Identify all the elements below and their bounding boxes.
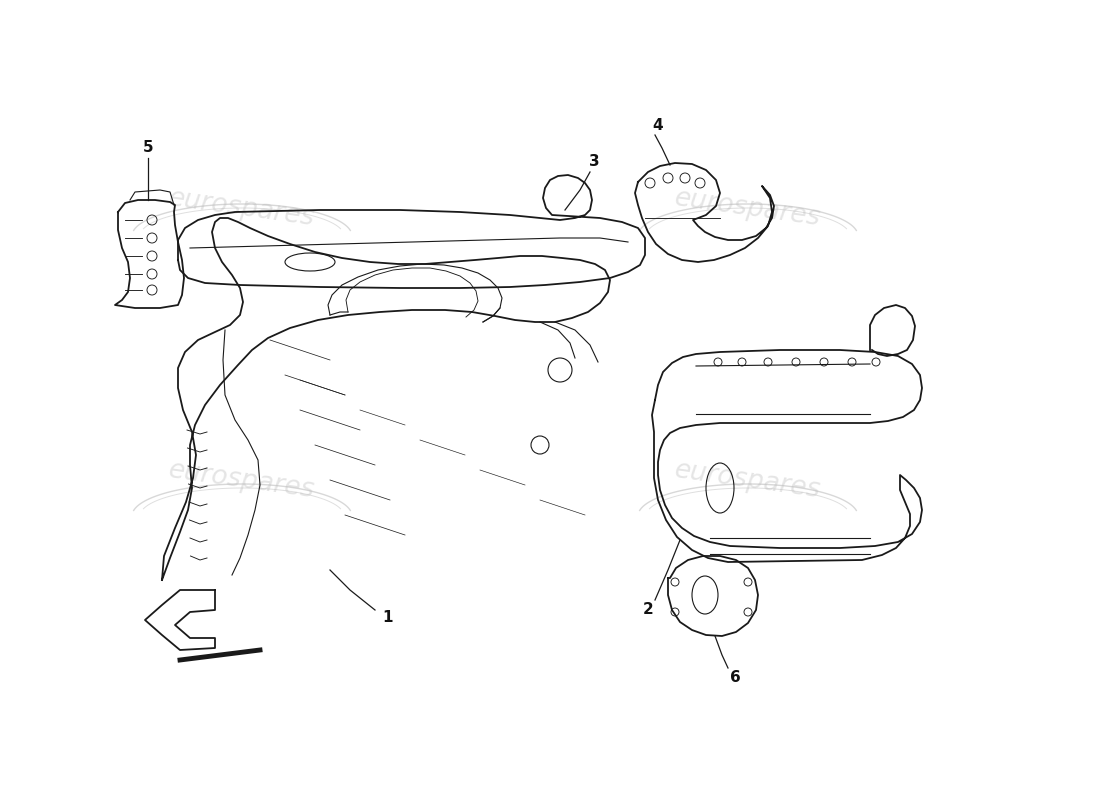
Text: eurospares: eurospares bbox=[167, 457, 317, 503]
Text: eurospares: eurospares bbox=[673, 185, 823, 231]
Text: 6: 6 bbox=[729, 670, 740, 686]
Text: 2: 2 bbox=[642, 602, 653, 618]
Polygon shape bbox=[145, 590, 214, 650]
Text: eurospares: eurospares bbox=[167, 185, 317, 231]
Text: 5: 5 bbox=[143, 141, 153, 155]
Text: 4: 4 bbox=[652, 118, 663, 133]
Text: 3: 3 bbox=[588, 154, 600, 170]
Text: eurospares: eurospares bbox=[673, 457, 823, 503]
Text: 1: 1 bbox=[383, 610, 394, 626]
